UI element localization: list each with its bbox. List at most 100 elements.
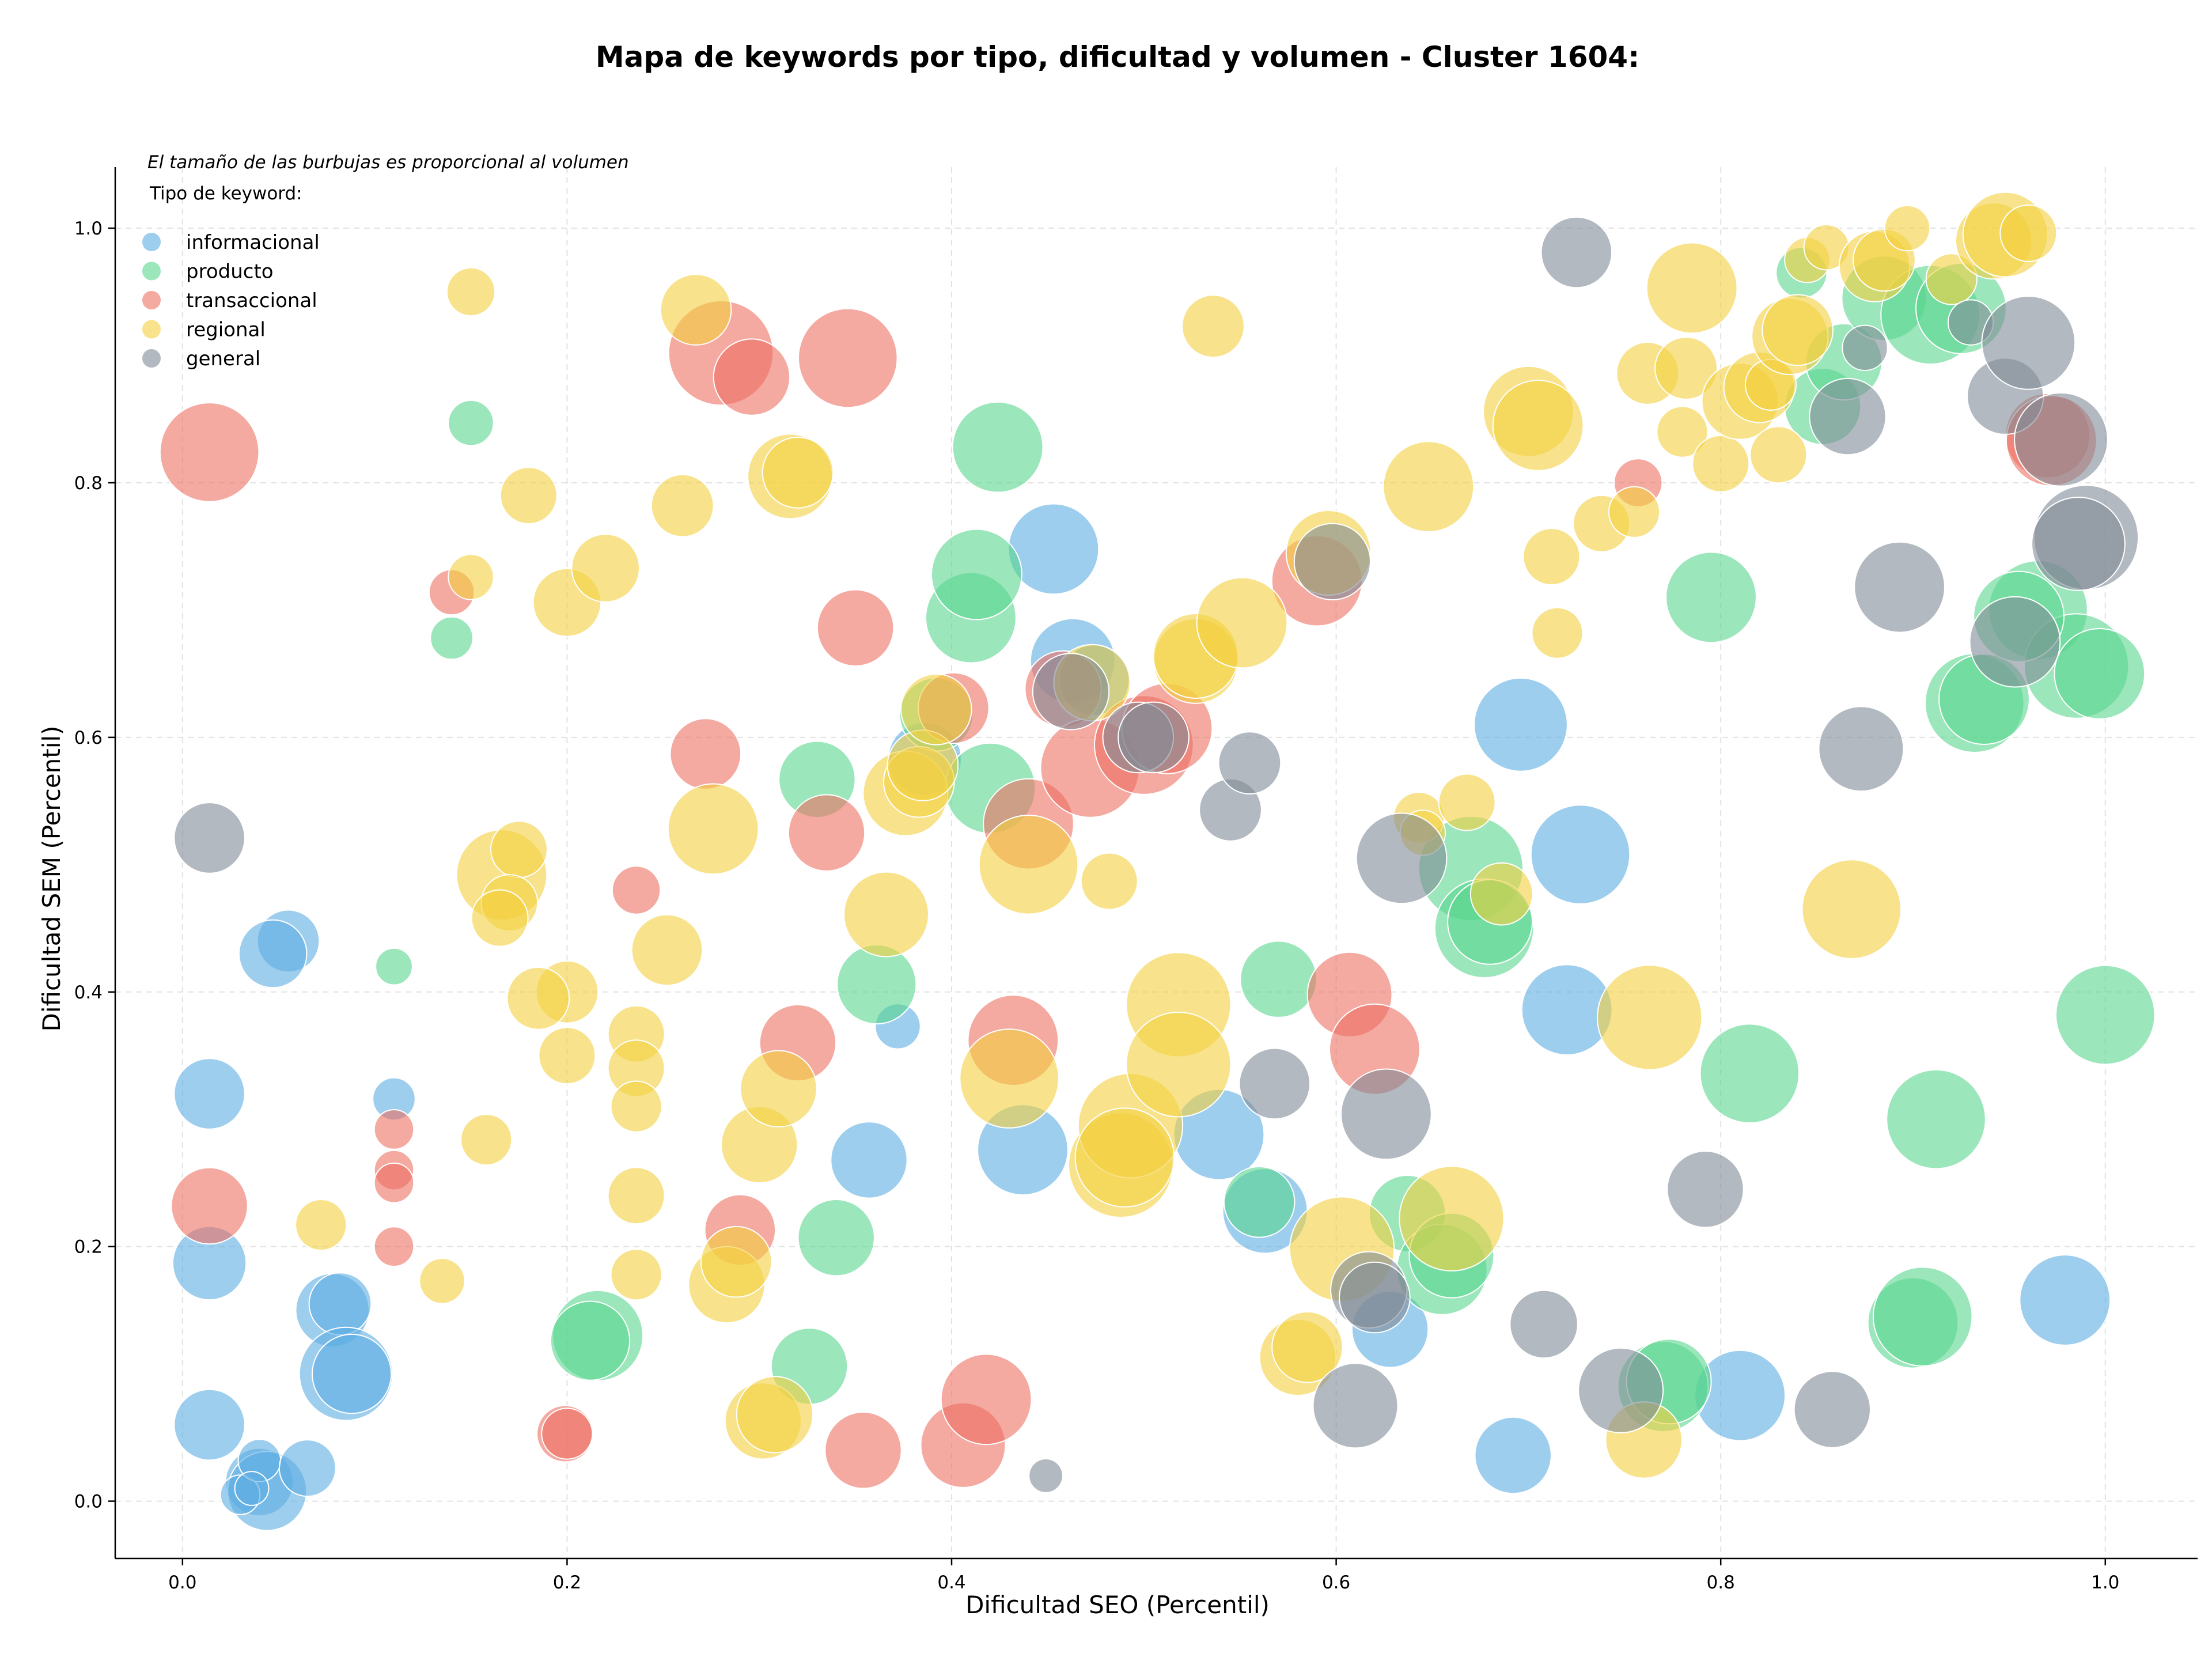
bubble-regional <box>1469 862 1533 926</box>
legend-label-producto: producto <box>186 260 274 283</box>
bubble-regional <box>490 820 548 879</box>
bubble-general <box>1793 1371 1872 1448</box>
x-tick-label: 1.0 <box>2091 1572 2119 1593</box>
legend-title: Tipo de keyword: <box>149 183 302 204</box>
chart-title: Mapa de keywords por tipo, dificultad y … <box>596 40 1639 74</box>
y-tick-label: 0.4 <box>74 982 103 1003</box>
legend-marker-transaccional <box>141 290 162 311</box>
y-tick-label: 0.2 <box>74 1237 103 1258</box>
legend: Tipo de keyword: informacional producto tr… <box>141 183 320 370</box>
bubble-regional <box>740 1050 817 1127</box>
y-tick-label: 0.8 <box>74 473 103 494</box>
bubble-regional <box>571 534 640 603</box>
bubble-informacional <box>308 1272 372 1336</box>
bubble-regional <box>538 1027 596 1085</box>
bubble-regional <box>1692 434 1750 493</box>
bubble-transaccional <box>713 338 791 416</box>
bubble-regional <box>1654 336 1718 400</box>
bubble-informacional <box>312 1334 392 1414</box>
bubble-producto <box>2054 628 2146 720</box>
y-tick-label: 0.0 <box>74 1492 103 1512</box>
bubble-regional <box>1126 1012 1232 1118</box>
bubble-regional <box>1438 773 1496 831</box>
bubble-regional <box>471 889 529 947</box>
bubble-general <box>1293 523 1372 601</box>
bubble-informacional <box>1474 677 1568 772</box>
bubble-regional <box>1762 294 1834 366</box>
bubble-transaccional <box>787 794 866 872</box>
bubble-regional <box>448 554 494 600</box>
bubble-regional <box>660 274 732 346</box>
bubble-regional <box>1531 607 1584 659</box>
bubble-producto <box>1665 551 1757 644</box>
bubble-transaccional <box>171 1167 248 1245</box>
x-tick-label: 0.0 <box>168 1572 196 1593</box>
bubble-general <box>1028 1458 1063 1493</box>
bubble-informacional <box>234 1471 270 1506</box>
bubble-informacional <box>173 1058 245 1130</box>
bubble-regional <box>1492 380 1584 471</box>
bubble-regional <box>1656 406 1709 458</box>
volume-annotation: El tamaño de las burbujas es proporciona… <box>147 152 629 173</box>
bubble-general <box>1854 541 1946 633</box>
bubble-producto <box>836 944 917 1025</box>
bubble-producto <box>430 616 474 660</box>
bubble-general <box>1032 653 1110 731</box>
bubble-transaccional <box>611 865 661 915</box>
bubble-informacional <box>1474 1416 1552 1494</box>
bubble-producto <box>1886 1069 1986 1170</box>
bubble-informacional <box>278 1439 336 1497</box>
bubble-general <box>1818 706 1904 792</box>
legend-label-general: general <box>186 347 260 370</box>
bubble-general <box>1809 377 1887 456</box>
y-tick-label: 0.6 <box>74 728 103 748</box>
bubble-general <box>1540 216 1613 289</box>
bubble-regional <box>667 783 759 875</box>
bubble-regional <box>736 1376 814 1454</box>
axes: 0.0 0.2 0.4 0.6 0.8 1.0 0.0 0.2 0.4 0.6 0.8 1.0 <box>74 167 2198 1593</box>
legend-label-transaccional: transaccional <box>186 289 317 312</box>
bubble-producto <box>448 399 494 447</box>
bubble-regional <box>1271 1311 1343 1383</box>
bubble-regional <box>978 815 1079 915</box>
bubble-general <box>2031 497 2126 591</box>
bubble-general <box>1218 731 1282 794</box>
bubble-transaccional <box>798 308 898 408</box>
x-tick-label: 0.6 <box>1322 1572 1350 1593</box>
bubble-transaccional <box>373 1109 415 1150</box>
bubble-general <box>1355 812 1448 905</box>
bubble-informacional <box>830 1121 908 1199</box>
bubble-producto <box>375 947 413 986</box>
bubble-general <box>1969 596 2061 688</box>
bubble-general <box>1339 1261 1411 1334</box>
bubble-general <box>1578 1347 1664 1433</box>
bubble-transaccional <box>373 1162 415 1204</box>
bubble-regional <box>1884 205 1931 252</box>
grid-lines <box>115 167 2198 1558</box>
bubble-regional <box>1196 577 1288 669</box>
bubble-producto <box>797 1199 875 1277</box>
y-tick-label: 1.0 <box>74 218 103 239</box>
bubble-regional <box>650 474 714 538</box>
x-tick-label: 0.8 <box>1707 1572 1735 1593</box>
bubble-general <box>1312 1363 1399 1449</box>
bubble-regional <box>460 1114 513 1166</box>
bubble-general <box>1340 1068 1432 1160</box>
bubble-general <box>2014 392 2108 487</box>
bubble-transaccional <box>541 1408 593 1460</box>
bubble-regional <box>1074 1107 1175 1208</box>
bubble-producto <box>550 1300 631 1381</box>
legend-marker-general <box>141 348 162 369</box>
legend-marker-regional <box>141 319 162 340</box>
bubble-regional <box>499 467 558 525</box>
bubble-regional <box>610 1248 662 1301</box>
bubble-regional <box>1608 486 1661 538</box>
bubble-regional <box>843 871 929 958</box>
bubble-general <box>1509 1289 1578 1359</box>
bubble-regional <box>1801 859 1902 959</box>
bubble-regional <box>1382 441 1475 532</box>
bubble-general <box>173 802 245 874</box>
bubble-regional <box>900 674 972 746</box>
bubble-producto <box>1223 1166 1296 1238</box>
